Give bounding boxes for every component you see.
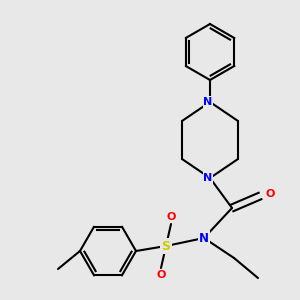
Text: O: O	[166, 212, 176, 222]
Text: O: O	[266, 189, 275, 199]
Text: N: N	[199, 232, 209, 244]
Text: N: N	[203, 173, 213, 183]
Text: S: S	[161, 239, 170, 253]
Text: N: N	[203, 97, 213, 107]
Text: O: O	[156, 270, 166, 280]
